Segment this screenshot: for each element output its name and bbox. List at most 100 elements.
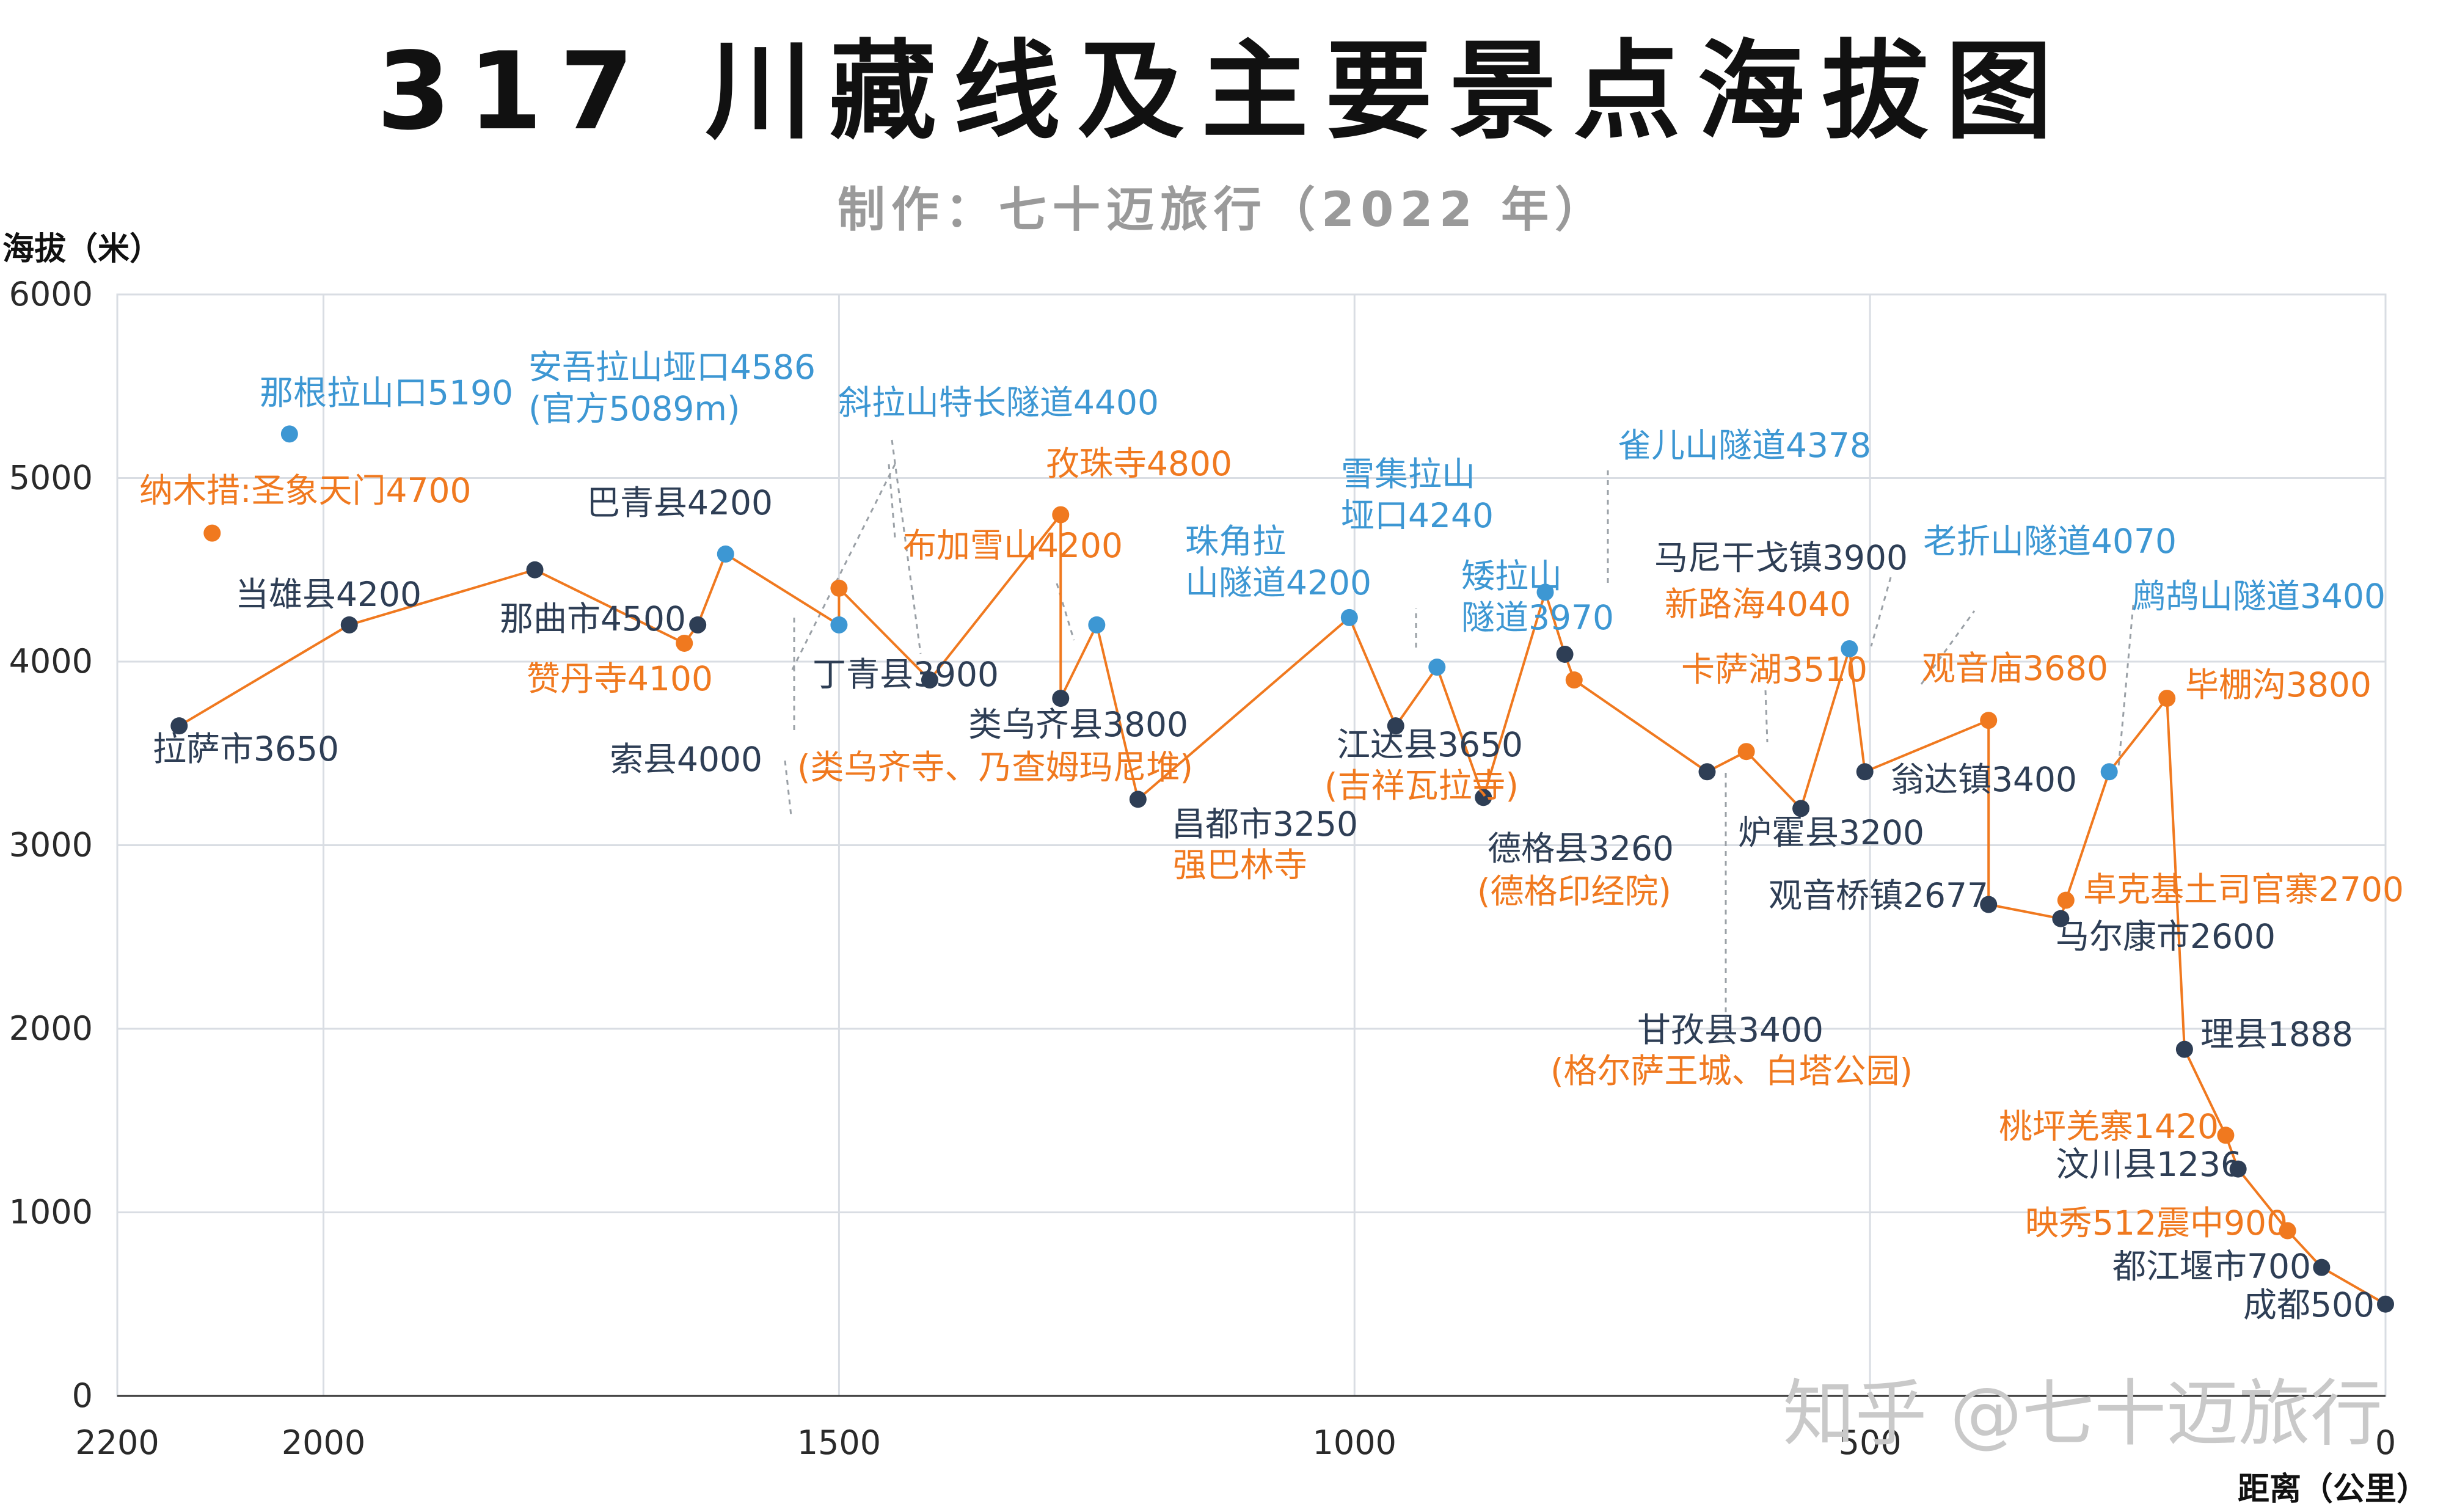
city-marker [1698,763,1716,781]
city-marker [2377,1295,2394,1313]
x-tick-label: 1500 [797,1423,881,1462]
scenic-marker [1565,671,1583,689]
leader-line [891,439,922,654]
scenic-label: 纳木措:圣象天门4700 [139,471,472,510]
city-label: 当雄县4200 [235,575,422,614]
scenic-marker [203,524,221,542]
y-tick-label: 3000 [9,826,93,864]
city-label: 甘孜县3400 [1637,1010,1824,1050]
scenic-marker [2057,891,2075,909]
scenic-label: 新路海4040 [1665,585,1851,624]
city-label: 观音桥镇2677 [1769,876,1988,915]
y-tick-label: 6000 [9,275,93,313]
scenic-marker [1052,506,1070,524]
city-label: 丁青县3900 [812,655,999,694]
x-tick-label: 2200 [75,1423,159,1462]
scenic-label: (类乌齐寺、乃查姆玛尼堆) [797,748,1193,787]
pass-label: 矮拉山隧道3970 [1461,557,1614,637]
city-marker [1129,791,1147,808]
city-marker [1387,717,1404,735]
y-axis-title: 海拔（米） [2,231,161,268]
city-marker [2313,1258,2331,1276]
city-marker [1556,645,1574,663]
scenic-label: 卓克基土司官寨2700 [2083,870,2404,909]
x-tick-label: 500 [1839,1423,1902,1462]
leader-line [790,464,896,673]
city-marker [1856,763,1874,781]
y-tick-label: 2000 [9,1009,93,1048]
leader-line [1056,583,1075,641]
axis-ticks: 0 1000 2000 3000 4000 5000 6000 2200 2000 1500 100… [9,275,2397,1462]
city-label: 马尔康市2600 [2056,917,2276,956]
leader-line [1764,690,1769,743]
watermark: 知乎 @七十迈旅行 [1783,1371,2382,1456]
x-axis-title: 距离（公里） [2238,1471,2428,1508]
pass-label: 雪集拉山垭口4240 [1341,455,1494,535]
scenic-label: 毕棚沟3800 [2185,665,2371,704]
pass-marker [717,545,734,563]
city-marker [689,616,707,634]
scenic-label: (德格印经院) [1477,872,1671,911]
scenic-label: (吉祥瓦拉寺) [1324,766,1519,805]
city-label: 马尼干戈镇3900 [1654,538,1908,577]
pass-marker [1340,608,1358,626]
pass-label: 老折山隧道4070 [1923,522,2177,561]
route-series [170,425,2394,1313]
scenic-label: 卡萨湖3510 [1681,650,1867,689]
leader-lines [784,439,2134,1039]
pass-label: 鹧鸪山隧道3400 [2132,577,2386,616]
x-tick-label: 1000 [1313,1423,1396,1462]
city-label: 理县1888 [2200,1015,2353,1054]
city-label: 德格县3260 [1488,829,1674,868]
scenic-label: (格尔萨王城、白塔公园) [1550,1051,1913,1090]
pass-label: 珠角拉山隧道4200 [1185,522,1371,602]
scenic-label: 桃坪羌寨1420 [1999,1107,2219,1146]
chart-subtitle: 制作：七十迈旅行（2022 年） [838,183,1608,238]
scenic-label: 强巴林寺 [1173,845,1307,885]
pass-marker [1428,659,1446,676]
city-marker [2052,910,2070,927]
city-label: 翁达镇3400 [1891,760,2077,799]
pass-label: 那根拉山口5190 [260,373,513,412]
pass-marker [280,425,298,443]
city-label: 拉萨市3650 [153,729,339,769]
city-label: 那曲市4500 [500,599,686,638]
city-marker [1052,690,1070,707]
pass-label: 雀儿山隧道4378 [1618,426,1871,465]
pass-marker [830,616,848,634]
city-marker [1475,789,1492,806]
scenic-marker [2158,690,2176,707]
y-tick-label: 5000 [9,459,93,497]
pass-label: 斜拉山特长隧道4400 [838,383,1159,422]
x-tick-label: 2000 [282,1423,365,1462]
y-tick-label: 1000 [9,1193,93,1232]
city-marker [921,671,938,689]
scenic-label: 映秀512震中900 [2025,1203,2288,1243]
scenic-marker [676,634,693,652]
scenic-marker [830,579,848,597]
city-label: 巴青县4200 [586,483,773,522]
pass-marker [2100,763,2118,781]
y-tick-label: 0 [72,1376,93,1415]
scenic-label: 观音庙3680 [1922,649,2108,688]
scenic-marker [2217,1127,2235,1144]
scenic-label: 赞丹寺4100 [527,659,713,698]
pass-label: 安吾拉山垭口4586 (官方5089m) [528,348,816,428]
city-label: 成都500 [2243,1285,2375,1324]
pass-marker [1088,616,1106,634]
city-marker [2229,1160,2247,1178]
city-label: 都江堰市700 [2112,1247,2311,1286]
chart-title: 317 川藏线及主要景点海拔图 [376,30,2069,154]
city-marker [2175,1040,2193,1058]
scenic-marker [1737,743,1755,761]
city-marker [170,717,188,735]
city-marker [1792,800,1810,817]
scenic-marker [2279,1222,2296,1240]
pass-marker [1536,583,1554,601]
leader-line [2117,604,2134,767]
scenic-label: 孜珠寺4800 [1046,444,1232,483]
leader-line [784,760,792,816]
y-tick-label: 4000 [9,642,93,681]
scenic-marker [1980,712,1998,729]
